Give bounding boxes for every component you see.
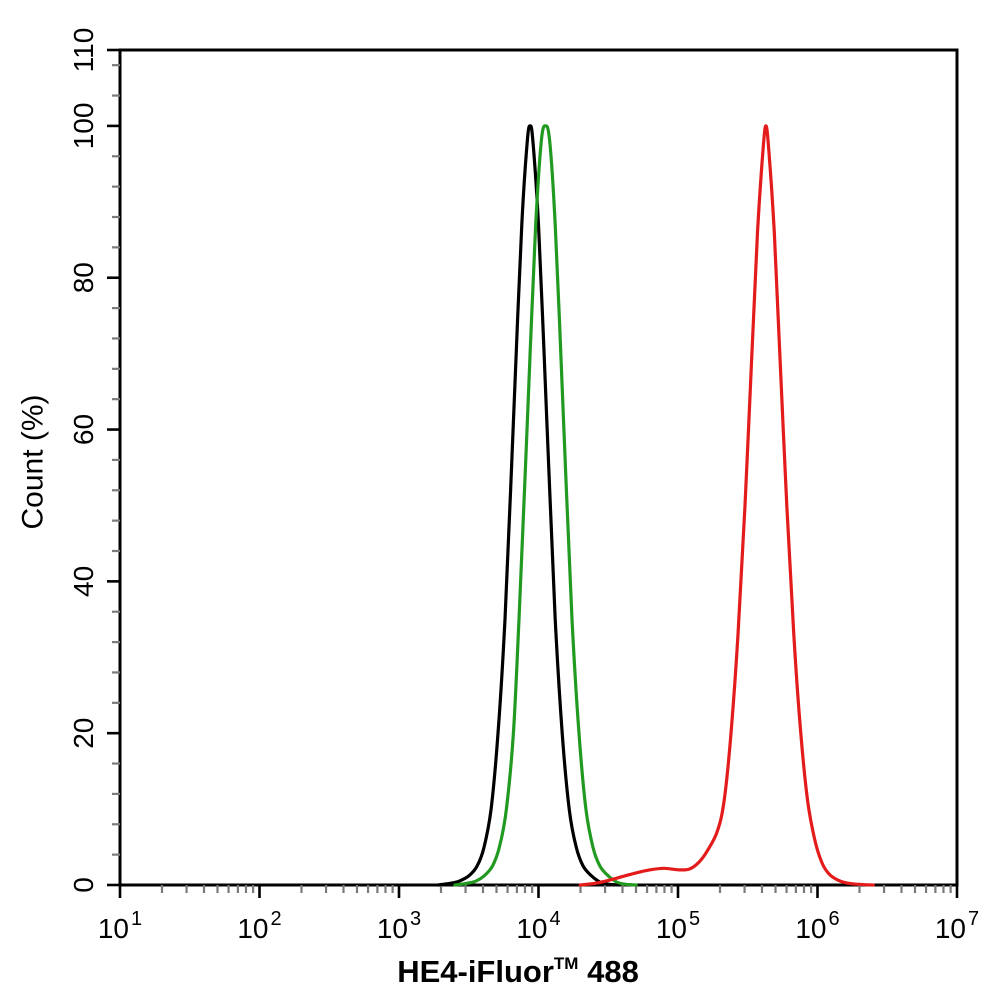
x-tick-label: 10 2 <box>237 908 281 944</box>
x-tick-label: 10 3 <box>377 908 421 944</box>
y-tick-label: 100 <box>68 103 99 150</box>
y-axis-tick-labels: 0 20 40 60 80 100 110 <box>68 28 99 893</box>
y-tick-label: 20 <box>68 718 99 749</box>
y-tick-label: 80 <box>68 262 99 293</box>
x-tick-label: 10 6 <box>795 908 839 944</box>
x-tick-label: 10 7 <box>935 908 979 944</box>
x-tick-label: 10 4 <box>516 908 560 944</box>
x-tick-label: 10 1 <box>98 908 142 944</box>
red-curve <box>578 124 875 887</box>
y-axis-minor-ticks <box>112 64 120 856</box>
y-tick-label: 40 <box>68 566 99 597</box>
x-axis-minor-ticks <box>160 885 952 893</box>
histogram-curves <box>436 124 875 887</box>
y-axis-title: Count (%) <box>17 394 50 529</box>
y-axis-major-ticks <box>107 48 120 887</box>
green-curve <box>453 124 638 887</box>
x-tick-label: 10 5 <box>656 908 700 944</box>
x-axis-tick-labels: 10 1 10 2 10 3 10 4 10 5 10 6 10 7 <box>98 908 979 944</box>
y-tick-label: 110 <box>68 28 99 73</box>
black-curve <box>436 124 621 887</box>
y-tick-label: 0 <box>68 877 99 893</box>
y-tick-label: 60 <box>68 414 99 445</box>
x-axis-major-ticks <box>118 885 959 898</box>
x-axis-title: HE4-iFluorTM 488 <box>397 954 639 989</box>
